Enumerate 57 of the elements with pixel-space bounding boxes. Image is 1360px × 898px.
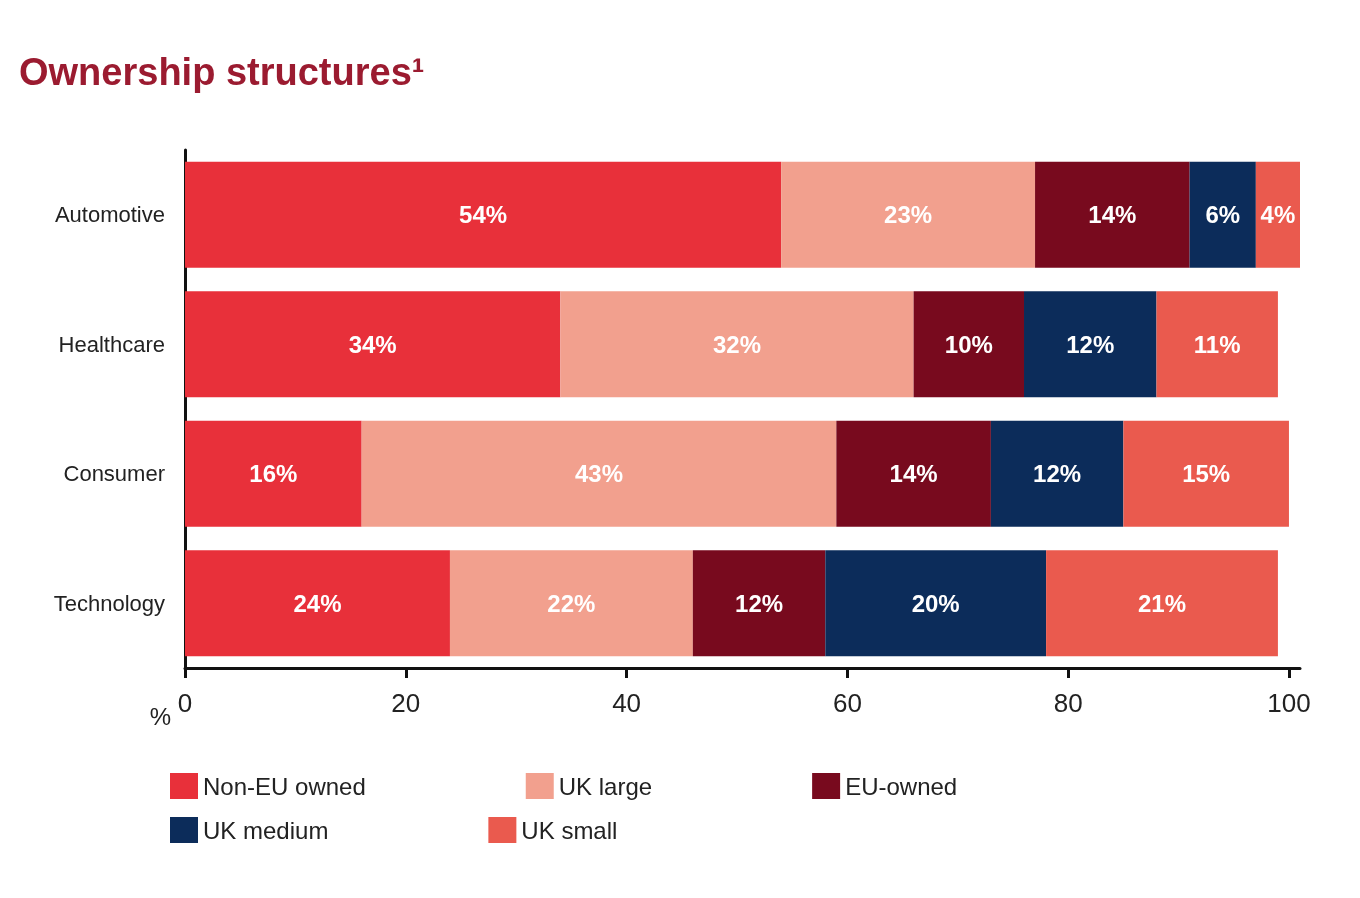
data-label: 12% [1066,330,1115,358]
bar [1189,161,1256,268]
data-label: 10% [944,330,993,358]
x-tick-label: 60 [832,688,862,718]
data-label: 22% [547,589,596,617]
y-tick-label: Healthcare [58,331,165,357]
data-label: 43% [574,460,624,488]
data-label: 12% [1033,460,1082,488]
bar [913,291,1025,398]
bar [185,420,362,527]
data-label: 20% [911,589,960,617]
x-tick-label: 0 [177,688,193,718]
y-tick-label: Automotive [54,202,165,228]
bar [185,550,450,657]
x-tick-label: 40 [612,688,642,718]
data-label: 12% [735,589,784,617]
data-label: 21% [1137,589,1187,617]
bar [1123,420,1289,527]
bar [1035,161,1190,268]
data-label: 23% [884,201,933,229]
data-label: 24% [293,589,342,617]
chart-title: Ownership structures¹ [19,51,425,93]
data-label: 4% [1260,201,1296,229]
data-label: 34% [348,330,397,358]
bar [692,550,826,657]
bar [1024,291,1157,398]
data-label: 16% [249,460,298,488]
data-label: 54% [459,201,508,229]
bar [361,420,837,527]
legend-label: EU-owned [845,772,958,800]
data-label: 14% [889,460,938,488]
data-label: 15% [1182,460,1231,488]
bar [1156,291,1278,398]
x-axis-title: % [149,702,171,730]
legend-label: Non-EU owned [203,772,366,800]
y-tick-label: Technology [53,590,165,616]
x-tick-label: 20 [391,688,421,718]
bar [449,550,693,657]
bar [185,161,782,268]
data-label: 32% [712,330,761,358]
legend-label: UK large [558,772,653,800]
bar [1046,550,1278,657]
bar [1255,161,1300,268]
bar [560,291,914,398]
bar [990,420,1124,527]
legend-label: UK small [521,816,618,844]
bar [781,161,1036,268]
x-tick-label: 100 [1267,688,1311,718]
legend-label: UK medium [203,816,329,844]
bar [825,550,1047,657]
bar [185,291,561,398]
x-tick-label: 80 [1053,688,1083,718]
bar [836,420,991,527]
data-label: 11% [1193,330,1241,358]
data-label: 6% [1205,201,1241,229]
y-tick-label: Consumer [63,461,165,487]
data-label: 14% [1088,201,1137,229]
